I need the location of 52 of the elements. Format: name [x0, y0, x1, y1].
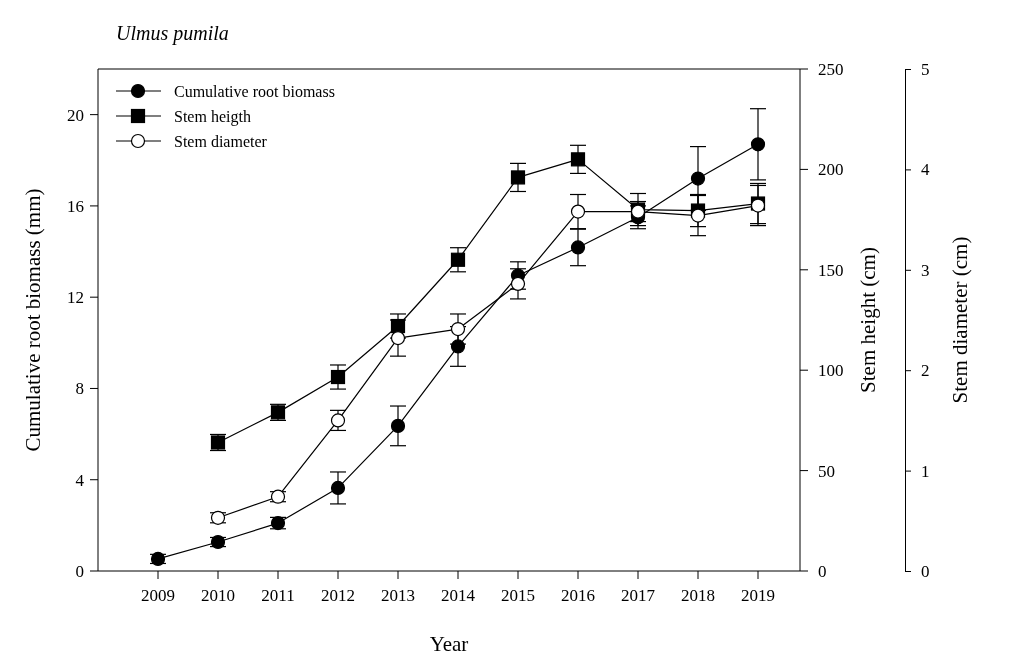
point [690, 171, 706, 186]
y3-axis-title: Stem diameter (cm) [948, 236, 972, 404]
point [330, 480, 346, 496]
point [750, 137, 766, 152]
y3-tick-label: 5 [921, 59, 930, 79]
x-tick-label: 2009 [141, 586, 175, 605]
x-tick-label: 2013 [381, 586, 415, 605]
y-tick-label: 4 [75, 470, 85, 490]
point [450, 321, 466, 337]
x-tick-label: 2018 [681, 586, 715, 605]
x-axis-title: Year [429, 632, 469, 656]
point [570, 204, 586, 219]
x-tick-label: 2011 [261, 586, 295, 605]
y3-tick-label: 2 [921, 361, 930, 381]
y2-tick-label: 150 [818, 260, 844, 280]
x-tick-label: 2017 [621, 586, 656, 605]
y3-tick-label: 3 [921, 260, 930, 280]
y-tick-label: 20 [67, 105, 84, 125]
y3-tick-label: 1 [921, 461, 930, 481]
y-axis-title: Cumulative root biomass (mm) [21, 188, 45, 452]
point [510, 276, 526, 291]
y3-tick-label: 4 [921, 160, 930, 180]
y2-tick-label: 0 [818, 562, 827, 581]
y2-axis-title: Stem height (cm) [856, 247, 880, 393]
point [570, 240, 586, 255]
y-tick-label: 16 [67, 196, 84, 216]
x-tick-label: 2014 [441, 586, 476, 605]
x-tick-label: 2015 [501, 586, 535, 605]
point [390, 418, 406, 433]
y3-tick-label: 0 [921, 561, 930, 581]
legend-label: Stem diameter [174, 133, 268, 150]
point [330, 413, 346, 428]
legend-label: Stem heigth [174, 108, 251, 126]
x-tick-label: 2012 [321, 586, 355, 605]
point [690, 208, 706, 223]
y-tick-label: 8 [75, 379, 84, 399]
y2-tick-label: 200 [818, 160, 844, 180]
point [330, 369, 346, 385]
point [570, 152, 586, 167]
y2-tick-label: 50 [818, 461, 835, 481]
y-tick-label: 12 [67, 288, 84, 308]
point [450, 252, 466, 267]
x-tick-label: 2019 [741, 586, 775, 605]
chart-title: Ulmus pumila [116, 22, 229, 45]
point [510, 170, 526, 185]
x-tick-label: 2010 [201, 586, 235, 605]
y2-tick-label: 250 [818, 60, 844, 79]
y-tick-label: 0 [75, 562, 84, 581]
point [390, 330, 406, 346]
x-tick-label: 2016 [561, 586, 595, 605]
y2-tick-label: 100 [818, 361, 844, 381]
legend-label: Cumulative root biomass [174, 83, 335, 100]
